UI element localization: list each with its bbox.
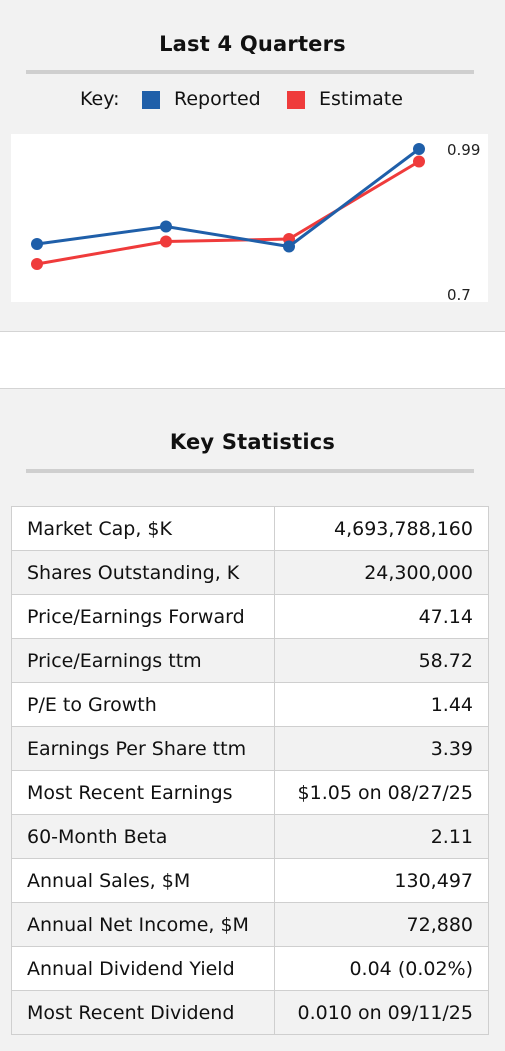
title-divider bbox=[26, 469, 474, 473]
table-row: 60-Month Beta 2.11 bbox=[11, 814, 490, 859]
legend-swatch-estimate bbox=[287, 91, 305, 109]
title-divider bbox=[26, 70, 474, 74]
legend-swatch-reported bbox=[142, 91, 160, 109]
y-tick-label: 0.99 bbox=[447, 141, 480, 159]
stat-value: 0.04 (0.02%) bbox=[273, 946, 490, 991]
stat-label: Market Cap, $K bbox=[11, 506, 275, 551]
data-point-estimate bbox=[31, 258, 43, 270]
data-point-reported bbox=[31, 238, 43, 250]
stat-value: 4,693,788,160 bbox=[273, 506, 490, 551]
chart-legend: Key: Reported Estimate bbox=[0, 88, 505, 112]
key-statistics-table: Market Cap, $K 4,693,788,160 Shares Outsta… bbox=[11, 506, 490, 1035]
table-row: Annual Sales, $M 130,497 bbox=[11, 858, 490, 903]
data-point-reported bbox=[413, 143, 425, 155]
table-row: Earnings Per Share ttm 3.39 bbox=[11, 726, 490, 771]
stat-value: 130,497 bbox=[273, 858, 490, 903]
stat-value: 2.11 bbox=[273, 814, 490, 859]
y-tick-label: 0.7 bbox=[447, 286, 471, 302]
key-statistics-title: Key Statistics bbox=[169, 430, 336, 454]
stat-label: Annual Sales, $M bbox=[11, 858, 275, 903]
stat-value: 72,880 bbox=[273, 902, 490, 947]
table-row: Annual Net Income, $M 72,880 bbox=[11, 902, 490, 947]
stat-label: Most Recent Earnings bbox=[11, 770, 275, 815]
table-row: Price/Earnings Forward 47.14 bbox=[11, 594, 490, 639]
eps-line-chart: 0.99 0.7 bbox=[11, 134, 488, 302]
stat-label: Earnings Per Share ttm bbox=[11, 726, 275, 771]
stat-label: 60-Month Beta bbox=[11, 814, 275, 859]
stat-value: $1.05 on 08/27/25 bbox=[273, 770, 490, 815]
table-row: Most Recent Dividend 0.010 on 09/11/25 bbox=[11, 990, 490, 1035]
stat-value: 58.72 bbox=[273, 638, 490, 683]
table-row: Annual Dividend Yield 0.04 (0.02%) bbox=[11, 946, 490, 991]
stat-value: 1.44 bbox=[273, 682, 490, 727]
stat-label: Annual Net Income, $M bbox=[11, 902, 275, 947]
data-point-estimate bbox=[413, 155, 425, 168]
table-row: Price/Earnings ttm 58.72 bbox=[11, 638, 490, 683]
legend-key-label: Key: bbox=[80, 88, 120, 110]
stat-value: 47.14 bbox=[273, 594, 490, 639]
stat-label: Shares Outstanding, K bbox=[11, 550, 275, 595]
legend-label-reported: Reported bbox=[174, 88, 261, 110]
series-line-estimate bbox=[36, 160, 420, 266]
stat-label: Most Recent Dividend bbox=[11, 990, 275, 1035]
data-point-reported bbox=[160, 220, 172, 233]
data-point-reported bbox=[283, 240, 295, 253]
stat-label: Price/Earnings Forward bbox=[11, 594, 275, 639]
stat-label: Price/Earnings ttm bbox=[11, 638, 275, 683]
stat-label: Annual Dividend Yield bbox=[11, 946, 275, 991]
last-4-quarters-title: Last 4 Quarters bbox=[159, 32, 346, 56]
stat-value: 24,300,000 bbox=[273, 550, 490, 595]
stat-label: P/E to Growth bbox=[11, 682, 275, 727]
spacer-band bbox=[0, 331, 505, 389]
legend-label-estimate: Estimate bbox=[319, 88, 403, 110]
table-row: Shares Outstanding, K 24,300,000 bbox=[11, 550, 490, 595]
stat-value: 3.39 bbox=[273, 726, 490, 771]
stat-value: 0.010 on 09/11/25 bbox=[273, 990, 490, 1035]
table-row: P/E to Growth 1.44 bbox=[11, 682, 490, 727]
table-row: Most Recent Earnings $1.05 on 08/27/25 bbox=[11, 770, 490, 815]
table-row: Market Cap, $K 4,693,788,160 bbox=[11, 506, 490, 551]
series-line-reported bbox=[36, 147, 420, 249]
data-point-estimate bbox=[160, 235, 172, 248]
